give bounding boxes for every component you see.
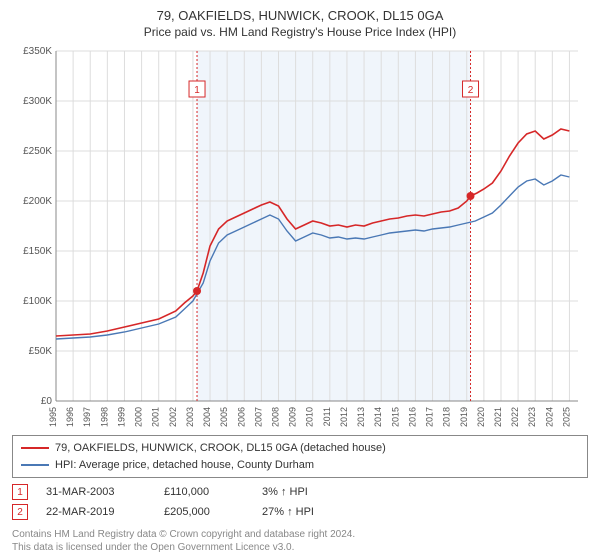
svg-text:£50K: £50K <box>29 346 53 357</box>
legend: 79, OAKFIELDS, HUNWICK, CROOK, DL15 0GA … <box>12 435 588 478</box>
svg-text:2020: 2020 <box>476 407 486 427</box>
svg-text:2024: 2024 <box>544 407 554 427</box>
svg-text:2002: 2002 <box>168 407 178 427</box>
chart-plot-area: £0 £50K £100K £150K £200K £250K £300K £350K 1995… <box>12 45 588 431</box>
svg-text:2006: 2006 <box>236 407 246 427</box>
svg-text:2004: 2004 <box>202 407 212 427</box>
svg-text:2022: 2022 <box>510 407 520 427</box>
legend-label: 79, OAKFIELDS, HUNWICK, CROOK, DL15 0GA … <box>55 440 386 457</box>
annotation-pct: 3% ↑ HPI <box>262 486 352 498</box>
svg-text:2009: 2009 <box>288 407 298 427</box>
legend-label: HPI: Average price, detached house, Coun… <box>55 457 314 474</box>
legend-swatch-property <box>21 447 49 449</box>
legend-row: HPI: Average price, detached house, Coun… <box>21 457 579 474</box>
chart-title: 79, OAKFIELDS, HUNWICK, CROOK, DL15 0GA <box>12 8 588 23</box>
annotation-pct: 27% ↑ HPI <box>262 506 352 518</box>
svg-text:2001: 2001 <box>151 407 161 427</box>
svg-text:2011: 2011 <box>322 407 332 426</box>
svg-text:2005: 2005 <box>219 407 229 427</box>
legend-row: 79, OAKFIELDS, HUNWICK, CROOK, DL15 0GA … <box>21 440 579 457</box>
svg-text:£350K: £350K <box>23 46 52 57</box>
annotation-marker-2: 2 <box>12 504 28 520</box>
annotation-table: 1 31-MAR-2003 £110,000 3% ↑ HPI 2 22-MAR… <box>12 484 588 524</box>
svg-text:2016: 2016 <box>407 407 417 427</box>
svg-text:£300K: £300K <box>23 96 52 107</box>
svg-text:£250K: £250K <box>23 146 52 157</box>
svg-text:2013: 2013 <box>356 407 366 427</box>
svg-text:2000: 2000 <box>134 407 144 427</box>
svg-text:2008: 2008 <box>270 407 280 427</box>
svg-text:2021: 2021 <box>493 407 503 427</box>
annotation-date: 22-MAR-2019 <box>46 506 146 518</box>
svg-text:1997: 1997 <box>82 407 92 427</box>
svg-text:2015: 2015 <box>390 407 400 427</box>
svg-text:2025: 2025 <box>561 407 571 427</box>
svg-text:2017: 2017 <box>425 407 435 427</box>
svg-text:2019: 2019 <box>459 407 469 427</box>
annotation-price: £205,000 <box>164 506 244 518</box>
svg-text:2023: 2023 <box>527 407 537 427</box>
footer-line: This data is licensed under the Open Gov… <box>12 541 588 554</box>
annotation-date: 31-MAR-2003 <box>46 486 146 498</box>
svg-text:2014: 2014 <box>373 407 383 427</box>
annotation-price: £110,000 <box>164 486 244 498</box>
chart-subtitle: Price paid vs. HM Land Registry's House … <box>12 25 588 39</box>
svg-text:£0: £0 <box>41 396 53 407</box>
chart-svg: £0 £50K £100K £150K £200K £250K £300K £350K 1995… <box>12 45 588 431</box>
svg-text:2018: 2018 <box>442 407 452 427</box>
svg-text:2012: 2012 <box>339 407 349 427</box>
svg-text:2007: 2007 <box>253 407 263 427</box>
svg-text:1999: 1999 <box>116 407 126 427</box>
svg-text:£100K: £100K <box>23 296 52 307</box>
svg-text:£200K: £200K <box>23 196 52 207</box>
svg-text:1995: 1995 <box>48 407 58 427</box>
legend-swatch-hpi <box>21 464 49 466</box>
annotation-marker-1: 1 <box>12 484 28 500</box>
svg-text:1996: 1996 <box>65 407 75 427</box>
svg-text:1998: 1998 <box>99 407 109 427</box>
footer-line: Contains HM Land Registry data © Crown c… <box>12 528 588 541</box>
svg-text:1: 1 <box>194 85 200 96</box>
svg-text:2: 2 <box>468 85 474 96</box>
chart-container: 79, OAKFIELDS, HUNWICK, CROOK, DL15 0GA … <box>0 0 600 560</box>
annotation-row: 1 31-MAR-2003 £110,000 3% ↑ HPI <box>12 484 588 500</box>
svg-text:£150K: £150K <box>23 246 52 257</box>
svg-text:2003: 2003 <box>185 407 195 427</box>
annotation-row: 2 22-MAR-2019 £205,000 27% ↑ HPI <box>12 504 588 520</box>
svg-text:2010: 2010 <box>305 407 315 427</box>
footer: Contains HM Land Registry data © Crown c… <box>12 528 588 554</box>
